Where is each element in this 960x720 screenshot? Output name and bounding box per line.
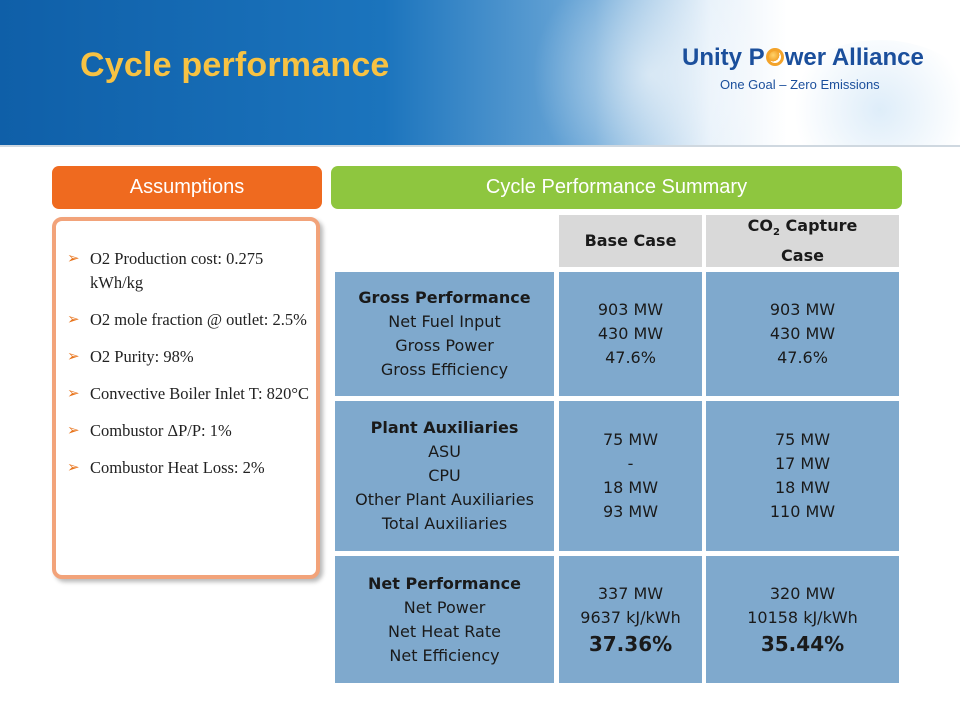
row-label-gross: Gross Performance Net Fuel Input Gross P…: [335, 272, 554, 396]
sun-icon: [765, 48, 784, 66]
col-header-capture: CO2 Capture Case: [706, 215, 899, 267]
arrow-bullet-icon: ➢: [67, 251, 80, 267]
list-item: ➢ O2 Purity: 98%: [64, 345, 310, 369]
assumptions-list: ➢ O2 Production cost: 0.275 kWh/kg ➢ O2 mo…: [56, 221, 316, 480]
banner-glow: [520, 0, 780, 145]
col-header-base: Base Case: [559, 215, 702, 267]
summary-header: Cycle Performance Summary: [331, 166, 902, 209]
arrow-bullet-icon: ➢: [67, 423, 80, 439]
cell-gross-base: 903 MW 430 MW 47.6%: [559, 272, 702, 396]
arrow-bullet-icon: ➢: [67, 312, 80, 328]
logo-tagline: One Goal – Zero Emissions: [720, 77, 880, 92]
page-title: Cycle performance: [80, 46, 390, 84]
cell-gross-capture: 903 MW 430 MW 47.6%: [706, 272, 899, 396]
header-banner: [0, 0, 960, 145]
arrow-bullet-icon: ➢: [67, 386, 80, 402]
list-item: ➢ O2 mole fraction @ outlet: 2.5%: [64, 308, 310, 332]
arrow-bullet-icon: ➢: [67, 460, 80, 476]
list-item: ➢ Combustor Heat Loss: 2%: [64, 456, 310, 480]
arrow-bullet-icon: ➢: [67, 349, 80, 365]
assumptions-box: ➢ O2 Production cost: 0.275 kWh/kg ➢ O2 mo…: [52, 217, 320, 579]
cell-net-base: 337 MW 9637 kJ/kWh 37.36%: [559, 556, 702, 683]
cell-auxiliaries-capture: 75 MW 17 MW 18 MW 110 MW: [706, 401, 899, 551]
list-item: ➢ Convective Boiler Inlet T: 820°C: [64, 382, 310, 406]
row-label-auxiliaries: Plant Auxiliaries ASU CPU Other Plant Au…: [335, 401, 554, 551]
list-item: ➢ O2 Production cost: 0.275 kWh/kg: [67, 249, 264, 292]
row-label-net: Net Performance Net Power Net Heat Rate …: [335, 556, 554, 683]
assumptions-header: Assumptions: [52, 166, 322, 209]
header-divider: [0, 145, 960, 147]
cell-net-capture: 320 MW 10158 kJ/kWh 35.44%: [706, 556, 899, 683]
list-item: ➢ Combustor ΔP/P: 1%: [64, 419, 310, 443]
cell-auxiliaries-base: 75 MW - 18 MW 93 MW: [559, 401, 702, 551]
